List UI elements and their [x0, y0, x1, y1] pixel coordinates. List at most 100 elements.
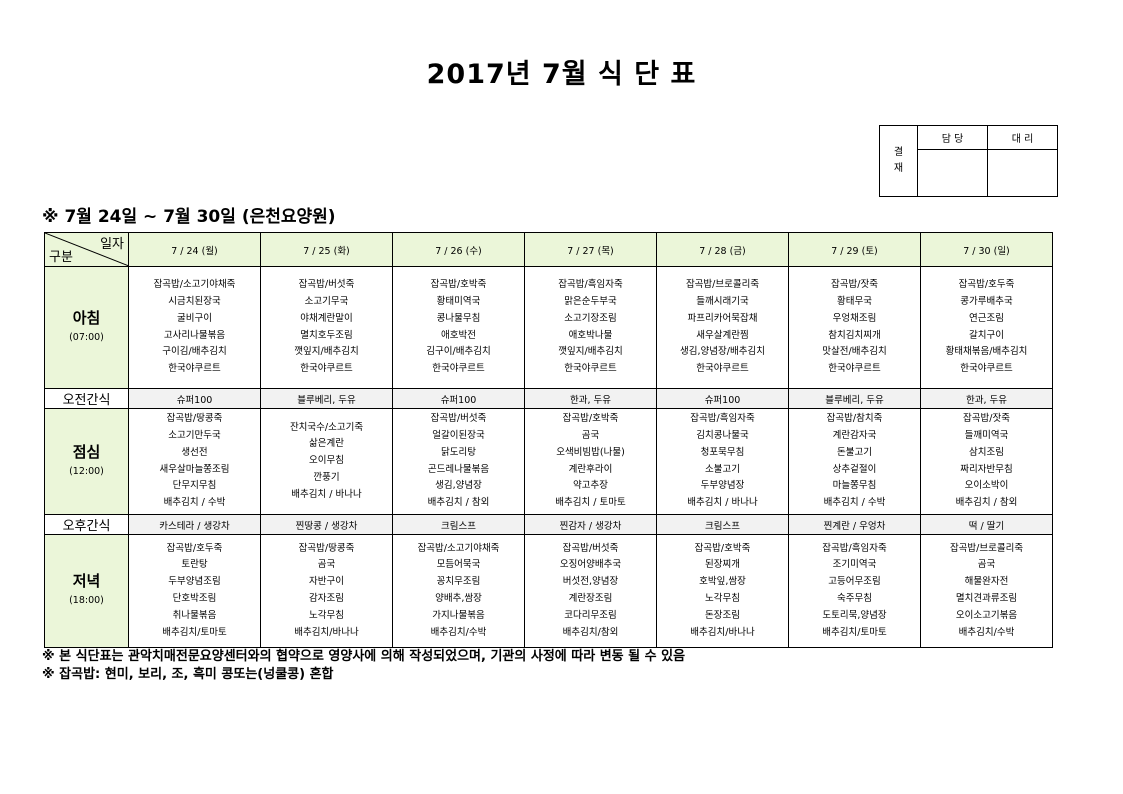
menu-item: 계란감자국	[832, 429, 877, 441]
morning_snack-cell: 한과, 두유	[524, 388, 657, 409]
menu-item: 잡곡밥/소고기야채죽	[417, 542, 500, 554]
menu-item: 자반구이	[309, 576, 344, 588]
menu-item: 잡곡밥/잣죽	[963, 413, 1010, 425]
menu-item: 가지나물볶음	[432, 609, 485, 621]
menu-item: 우엉채조림	[832, 312, 877, 324]
menu-item: 배추김치/참외	[562, 626, 619, 638]
morning_snack-row: 오전간식 슈퍼100 블루베리, 두유 슈퍼100 한과, 두유 슈퍼100 블루베리, 두…	[44, 388, 1053, 409]
menu-item: 한국야쿠르트	[168, 363, 221, 375]
menu-item: 한국야쿠르트	[696, 363, 749, 375]
breakfast-menu-cell: 잡곡밥/소고기야채죽 시금치된장국 굴비구이 고사리나물볶음 구이김/배추김치 한국야쿠르…	[128, 266, 261, 389]
menu-item: 애호박나물	[568, 329, 613, 341]
menu-item: 황태무국	[837, 295, 872, 307]
menu-item: 잡곡밥/브로콜리죽	[949, 542, 1024, 554]
menu-item: 황태미역국	[436, 295, 481, 307]
menu-item: 들깨시래기국	[696, 295, 749, 307]
lunch-menu-cell: 잡곡밥/호박죽 곰국 오색비빔밥(나물) 계란후라이 약고추장 배추김치 / 토마토	[524, 408, 657, 515]
menu-item: 맛살전/배추김치	[822, 346, 887, 358]
menu-item: 깻잎지/배추김치	[294, 346, 359, 358]
menu-item: 상추겉절이	[832, 463, 877, 475]
afternoon_snack-cell: 찐계란 / 우엉차	[788, 514, 921, 535]
menu-item: 잡곡밥/참치죽	[826, 413, 883, 425]
menu-item: 잡곡밥/호박죽	[694, 542, 751, 554]
morning_snack-cell: 슈퍼100	[392, 388, 525, 409]
meal-time: (07:00)	[69, 331, 104, 343]
menu-item: 야채계란말이	[300, 312, 353, 324]
menu-item: 콩나물무침	[436, 312, 481, 324]
lunch-menu-cell: 잡곡밥/땅콩죽 소고기만두국 생선전 새우살마늘쫑조림 단무지무침 배추김치 / 수박	[128, 408, 261, 515]
menu-item: 애호박전	[441, 329, 476, 341]
menu-item: 배추김치/수박	[430, 626, 487, 638]
menu-item: 꽁치무조림	[436, 576, 481, 588]
menu-item: 배추김치/토마토	[822, 626, 887, 638]
breakfast-menu-cell: 잡곡밥/호박죽 황태미역국 콩나물무침 애호박전 김구이/배추김치 한국야쿠르트	[392, 266, 525, 389]
lunch-menu-cell: 잡곡밥/흑임자죽 김치콩나물국 청포묵무침 소불고기 두부양념장 배추김치 / 바나나	[656, 408, 789, 515]
breakfast-menu-cell: 잡곡밥/브로콜리죽 들깨시래기국 파프리카어묵잡채 새우살계란찜 생김,양념장/배추김치…	[656, 266, 789, 389]
menu-item: 잡곡밥/땅콩죽	[298, 542, 355, 554]
menu-item: 배추김치 / 참외	[955, 497, 1018, 509]
menu-item: 새우살마늘쫑조림	[159, 463, 230, 475]
approval-sign-deputy	[987, 149, 1058, 197]
breakfast-label: 아침 (07:00)	[44, 266, 129, 389]
menu-item: 얼갈이된장국	[432, 429, 485, 441]
afternoon_snack-cell: 찐땅콩 / 생강차	[260, 514, 393, 535]
menu-item: 고사리나물볶음	[163, 329, 226, 341]
menu-item: 닭도리탕	[441, 446, 476, 458]
menu-item: 참치김치찌개	[828, 329, 881, 341]
menu-item: 호박잎,쌈장	[699, 576, 746, 588]
menu-item: 노각무침	[309, 609, 344, 621]
day-header: 7 / 29 (토)	[788, 232, 921, 267]
menu-item: 콩가루배추국	[960, 295, 1013, 307]
menu-item: 토란탕	[181, 559, 208, 571]
dinner-menu-cell: 잡곡밥/버섯죽 오징어양배추국 버섯전,양념장 계란장조림 코다리무조림 배추김치/참외	[524, 534, 657, 648]
menu-item: 잡곡밥/호두죽	[958, 279, 1015, 291]
menu-item: 구이김/배추김치	[162, 346, 227, 358]
menu-item: 배추김치 / 바나나	[687, 497, 758, 509]
menu-item: 잡곡밥/버섯죽	[430, 413, 487, 425]
menu-item: 깐풍기	[313, 471, 340, 483]
day-header: 7 / 25 (화)	[260, 232, 393, 267]
menu-item: 계란장조림	[568, 593, 613, 604]
menu-item: 들깨미역국	[964, 429, 1009, 441]
menu-item: 배추김치 / 수박	[823, 497, 886, 509]
menu-item: 소고기무국	[304, 295, 349, 307]
menu-item: 계란후라이	[568, 463, 613, 475]
menu-item: 곤드레나물볶음	[427, 463, 490, 475]
menu-item: 청포묵무침	[700, 446, 745, 458]
afternoon_snack-cell: 찐감자 / 생강차	[524, 514, 657, 535]
menu-item: 생선전	[181, 446, 208, 458]
menu-item: 감자조림	[309, 593, 344, 604]
menu-item: 황태채볶음/배추김치	[945, 346, 1028, 358]
menu-item: 노각무침	[705, 593, 740, 604]
menu-item: 소불고기	[705, 463, 740, 475]
breakfast-menu-cell: 잡곡밥/버섯죽 소고기무국 야채계란말이 멸치호두조림 깻잎지/배추김치 한국야쿠르트	[260, 266, 393, 389]
morning_snack-cell: 한과, 두유	[920, 388, 1053, 409]
meal-time: (18:00)	[69, 595, 104, 606]
menu-item: 단무지무침	[172, 480, 217, 492]
menu-item: 돈불고기	[837, 446, 872, 458]
menu-item: 생김,양념장/배추김치	[680, 346, 765, 358]
menu-item: 맑은순두부국	[564, 295, 617, 307]
menu-table: 일자 구분 7 / 24 (월) 7 / 25 (화) 7 / 26 (수) 7 / …	[44, 232, 1053, 648]
menu-item: 오이무침	[309, 455, 344, 467]
menu-item: 마늘쫑무침	[832, 480, 877, 492]
approval-col-manager: 담 당	[917, 125, 988, 150]
menu-item: 한국야쿠르트	[300, 363, 353, 375]
menu-item: 도토리묵,양념장	[822, 609, 887, 621]
breakfast-menu-cell: 잡곡밥/호두죽 콩가루배추국 연근조림 갈치구이 황태채볶음/배추김치 한국야쿠르트	[920, 266, 1053, 389]
menu-item: 멸치호두조림	[300, 329, 353, 341]
approval-sign-manager	[917, 149, 988, 197]
menu-item: 곰국	[977, 559, 996, 571]
menu-item: 잡곡밥/흑임자죽	[822, 542, 887, 554]
meal-name: 저녁	[72, 572, 101, 590]
corner-category-label: 구분	[49, 250, 73, 265]
day-header: 7 / 28 (금)	[656, 232, 789, 267]
menu-item: 약고추장	[573, 480, 608, 492]
menu-item: 오징어양배추국	[559, 559, 622, 571]
meal-time: (12:00)	[69, 465, 104, 477]
menu-item: 잡곡밥/땅콩죽	[166, 413, 223, 425]
menu-item: 배추김치/수박	[958, 626, 1015, 638]
morning_snack-cell: 블루베리, 두유	[260, 388, 393, 409]
